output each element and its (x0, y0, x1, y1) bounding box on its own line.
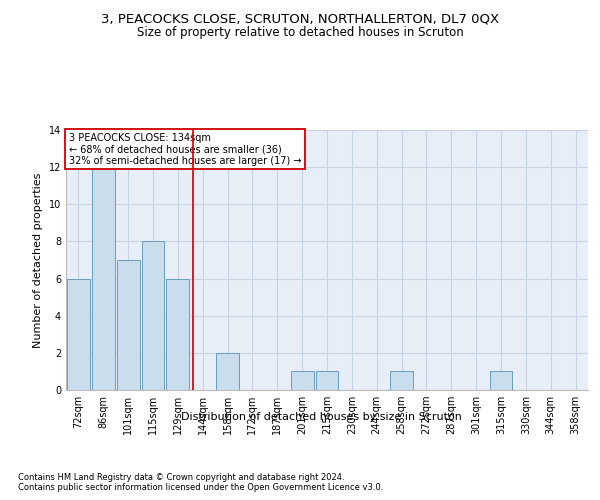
Bar (390, 372, 413, 390)
Text: Contains public sector information licensed under the Open Government Licence v3: Contains public sector information licen… (18, 484, 383, 492)
Text: Distribution of detached houses by size in Scruton: Distribution of detached houses by size … (181, 412, 461, 422)
Bar (291, 372, 314, 390)
Bar (490, 372, 512, 390)
Bar (117, 260, 140, 390)
Bar (142, 242, 164, 390)
Bar (67, 278, 90, 390)
Bar (166, 278, 189, 390)
Bar (316, 372, 338, 390)
Text: Size of property relative to detached houses in Scruton: Size of property relative to detached ho… (137, 26, 463, 39)
Text: 3 PEACOCKS CLOSE: 134sqm
← 68% of detached houses are smaller (36)
32% of semi-d: 3 PEACOCKS CLOSE: 134sqm ← 68% of detach… (68, 132, 301, 166)
Bar (92, 167, 115, 390)
Y-axis label: Number of detached properties: Number of detached properties (33, 172, 43, 348)
Text: 3, PEACOCKS CLOSE, SCRUTON, NORTHALLERTON, DL7 0QX: 3, PEACOCKS CLOSE, SCRUTON, NORTHALLERTO… (101, 12, 499, 26)
Text: Contains HM Land Registry data © Crown copyright and database right 2024.: Contains HM Land Registry data © Crown c… (18, 472, 344, 482)
Bar (216, 353, 239, 390)
